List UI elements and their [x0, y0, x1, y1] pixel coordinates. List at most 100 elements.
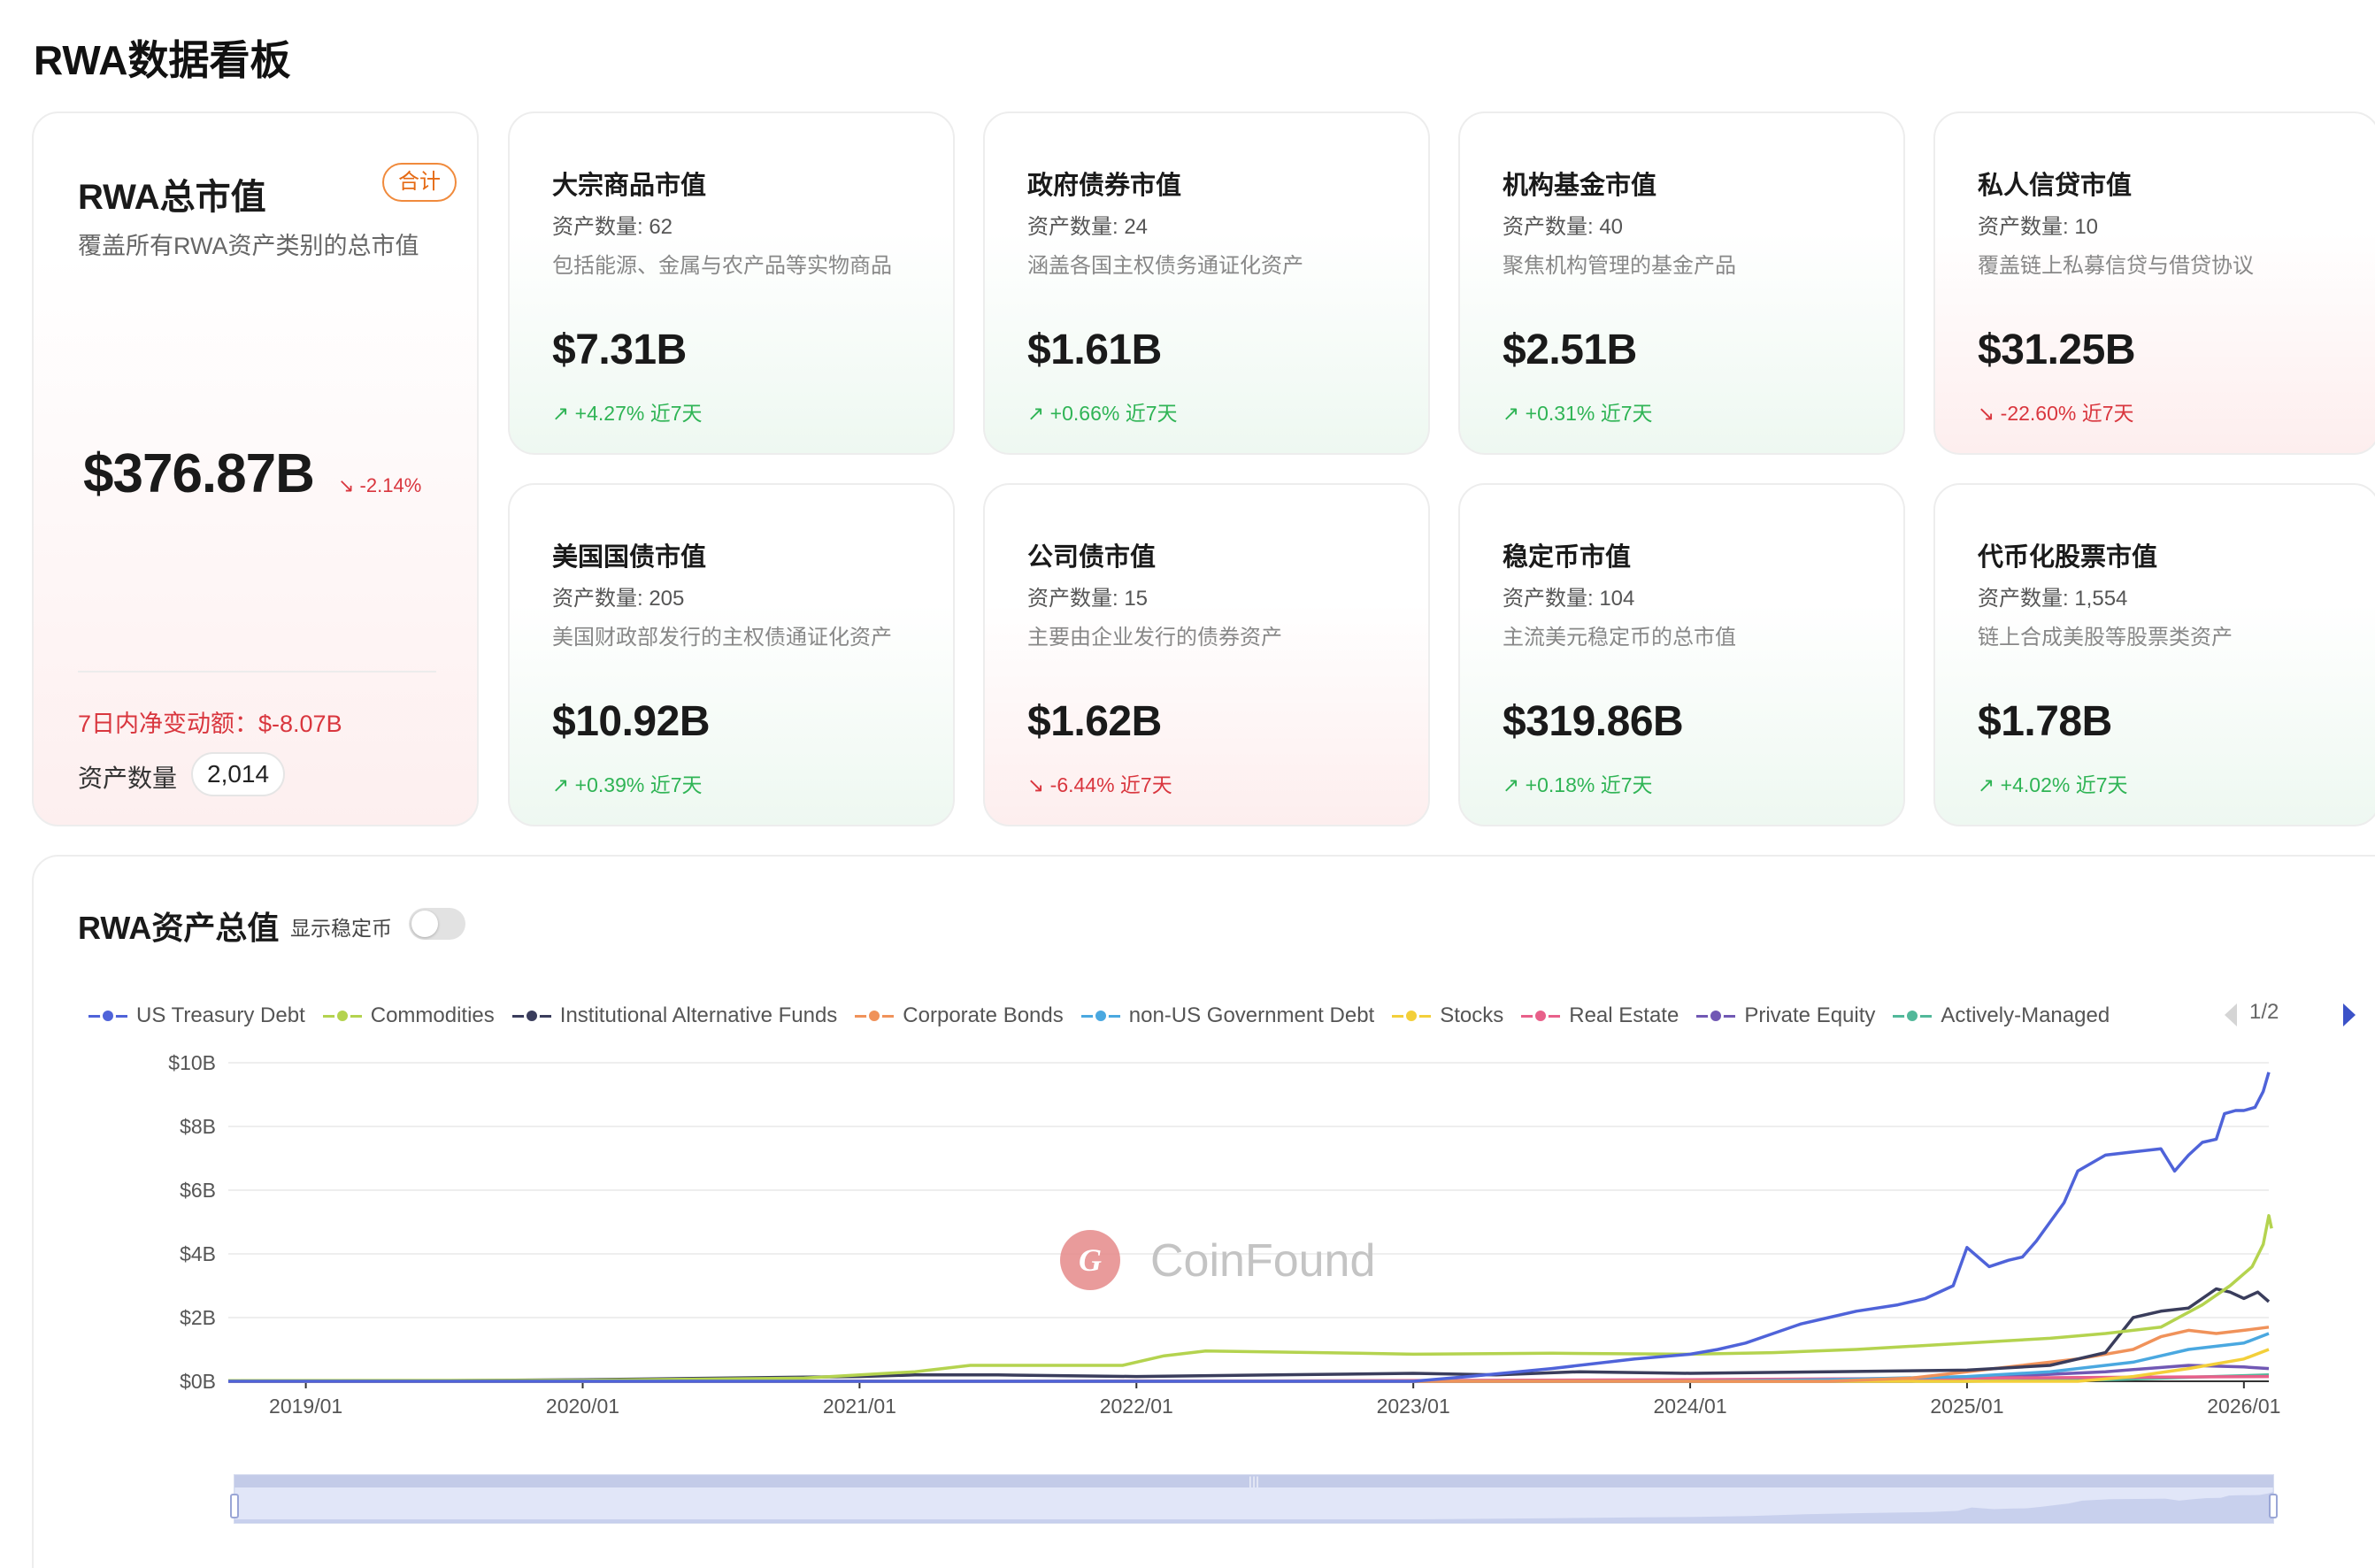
category-asset-count: 资产数量: 1,554	[1978, 587, 2128, 611]
category-description: 聚焦机构管理的基金产品	[1503, 254, 1736, 278]
category-value: $1.78B	[1978, 698, 2112, 745]
legend-item[interactable]: Commodities	[322, 1003, 495, 1028]
toggle-label: 显示稳定币	[290, 917, 392, 940]
category-asset-count: 资产数量: 40	[1503, 215, 1624, 239]
x-tick-label: 2019/01	[269, 1395, 342, 1418]
legend-marker-icon	[511, 1007, 551, 1025]
x-tick-label: 2024/01	[1653, 1395, 1726, 1418]
category-change-value: +0.66% 近7天	[1049, 402, 1178, 425]
total-change: ↘ -2.14%	[338, 474, 421, 497]
category-card[interactable]: 机构基金市值资产数量: 40 聚焦机构管理的基金产品 $2.51B ↗ +0.31% …	[1458, 111, 1905, 455]
trend-up-icon: ↗	[1503, 402, 1526, 425]
zoom-grip-icon: |||	[1249, 1475, 1259, 1487]
legend-prev-icon[interactable]	[2225, 1003, 2237, 1026]
y-tick-label: $2B	[180, 1306, 216, 1329]
series-line	[227, 1214, 2273, 1383]
category-change-value: -22.60% 近7天	[2000, 402, 2134, 425]
series-line	[227, 1287, 2271, 1383]
y-tick-label: $0B	[180, 1370, 216, 1393]
legend-marker-icon	[1521, 1007, 1561, 1025]
legend-next-icon[interactable]	[2343, 1003, 2356, 1026]
trend-up-icon: ↗	[1503, 773, 1526, 796]
x-tick-label: 2023/01	[1377, 1395, 1450, 1418]
divider	[78, 671, 436, 673]
category-change-value: +4.02% 近7天	[2000, 773, 2128, 796]
category-title: 公司债市值	[1027, 543, 1157, 572]
category-value: $10.92B	[552, 698, 710, 745]
show-stablecoin-toggle[interactable]	[409, 908, 465, 940]
asset-count-badge: 2,014	[191, 752, 286, 796]
legend-item[interactable]: Stocks	[1392, 1003, 1503, 1028]
category-description: 包括能源、金属与农产品等实物商品	[552, 254, 892, 278]
category-change: ↗ +0.39% 近7天	[552, 768, 703, 798]
legend-item[interactable]: Private Equity	[1696, 1003, 1875, 1028]
category-title: 美国国债市值	[552, 543, 707, 572]
total-subtitle: 覆盖所有RWA资产类别的总市值	[78, 233, 419, 259]
category-title: 代币化股票市值	[1978, 543, 2158, 572]
legend-item[interactable]: Corporate Bonds	[855, 1003, 1064, 1028]
category-value: $1.62B	[1027, 698, 1162, 745]
trend-up-icon: ↗	[552, 773, 575, 796]
chart-legend: US Treasury Debt Commodities Institutional…	[88, 1000, 2127, 1032]
x-tick-label: 2021/01	[823, 1395, 896, 1418]
trend-down-icon: ↘	[1027, 773, 1050, 796]
legend-label: Institutional Alternative Funds	[559, 1003, 838, 1027]
legend-item[interactable]: Actively-Managed	[1893, 1003, 2110, 1028]
zoom-slider-bar	[234, 1475, 2273, 1487]
toggle-knob	[411, 911, 438, 937]
category-description: 主要由企业发行的债券资产	[1027, 626, 1282, 649]
x-tick-label: 2025/01	[1930, 1395, 2003, 1418]
category-card[interactable]: 美国国债市值 资产数量: 205 美国财政部发行的主权债通证化资产 $10.92B ↗ …	[508, 483, 955, 826]
category-asset-count: 资产数量: 205	[552, 587, 685, 611]
legend-marker-icon	[1080, 1007, 1120, 1025]
category-value: $1.61B	[1027, 327, 1162, 373]
trend-down-icon: ↘	[1978, 402, 2001, 425]
category-title: 稳定币市值	[1503, 543, 1632, 572]
y-tick-label: $10B	[168, 1051, 216, 1074]
legend-marker-icon	[88, 1007, 127, 1025]
legend-marker-icon	[855, 1007, 895, 1025]
trend-up-icon: ↗	[1027, 402, 1050, 425]
coinfound-logo-icon	[1060, 1230, 1120, 1290]
category-change-value: +0.31% 近7天	[1525, 402, 1653, 425]
category-asset-count: 资产数量: 24	[1027, 215, 1149, 239]
rwa-total-value-panel: RWA资产总值 显示稳定币 US Treasury Debt Commoditie…	[32, 855, 2375, 1568]
category-card[interactable]: 大宗商品市值 资产数量: 62 包括能源、金属与农产品等实物商品 $7.31B ↗ +4…	[508, 111, 955, 455]
category-card[interactable]: 私人信贷市值 资产数量: 10 覆盖链上私募信贷与借贷协议 $31.25B ↘ -22.…	[1933, 111, 2375, 455]
trend-up-icon: ↗	[552, 402, 575, 425]
trend-up-icon: ↗	[1978, 773, 2001, 796]
legend-marker-icon	[1893, 1007, 1933, 1025]
category-description: 涵盖各国主权债务通证化资产	[1027, 254, 1303, 278]
category-card[interactable]: 代币化股票市值 资产数量: 1,554 链上合成美股等股票类资产 $1.78B ↗ +4…	[1933, 483, 2375, 826]
zoom-handle-right	[2269, 1494, 2278, 1518]
category-title: 机构基金市值	[1503, 172, 1657, 200]
series-line	[228, 1072, 2271, 1383]
legend-label: non-US Government Debt	[1128, 1003, 1375, 1027]
category-title: 政府债券市值	[1027, 172, 1182, 200]
total-title: RWA总市值	[78, 178, 266, 217]
total-value: $376.87B	[83, 443, 315, 504]
page-title: RWA数据看板	[34, 37, 291, 83]
legend-item[interactable]: non-US Government Debt	[1080, 1003, 1375, 1028]
category-card[interactable]: 公司债市值 资产数量: 15 主要由企业发行的债券资产 $1.62B ↘ -6.44% …	[983, 483, 1430, 826]
category-title: 私人信贷市值	[1978, 172, 2133, 200]
category-change: ↗ +0.31% 近7天	[1503, 396, 1653, 427]
category-card[interactable]: 政府债券市值资产数量: 24 涵盖各国主权债务通证化资产 $1.61B ↗ +0.66…	[983, 111, 1430, 455]
category-card[interactable]: 稳定币市值 资产数量: 104 主流美元稳定币的总市值 $319.86B ↗ +0.18…	[1458, 483, 1905, 826]
legend-label: Commodities	[370, 1003, 495, 1027]
category-description: 覆盖链上私募信贷与借贷协议	[1978, 254, 2254, 278]
zoom-slider-preview	[234, 1492, 2273, 1523]
category-change: ↗ +4.27% 近7天	[552, 396, 703, 427]
category-description: 主流美元稳定币的总市值	[1503, 626, 1736, 649]
legend-label: Private Equity	[1744, 1003, 1876, 1027]
series-line	[228, 1326, 2270, 1383]
total-market-cap-card[interactable]: RWA总市值 合计 覆盖所有RWA资产类别的总市值 $376.87B ↘ -2.…	[32, 111, 479, 826]
category-asset-count: 资产数量: 15	[1027, 587, 1149, 611]
legend-item[interactable]: US Treasury Debt	[88, 1003, 305, 1028]
legend-item[interactable]: Institutional Alternative Funds	[511, 1003, 838, 1028]
trend-down-icon: ↘	[338, 474, 360, 496]
category-value: $2.51B	[1503, 327, 1637, 373]
category-change: ↘ -22.60% 近7天	[1978, 396, 2134, 427]
legend-item[interactable]: Real Estate	[1521, 1003, 1679, 1028]
